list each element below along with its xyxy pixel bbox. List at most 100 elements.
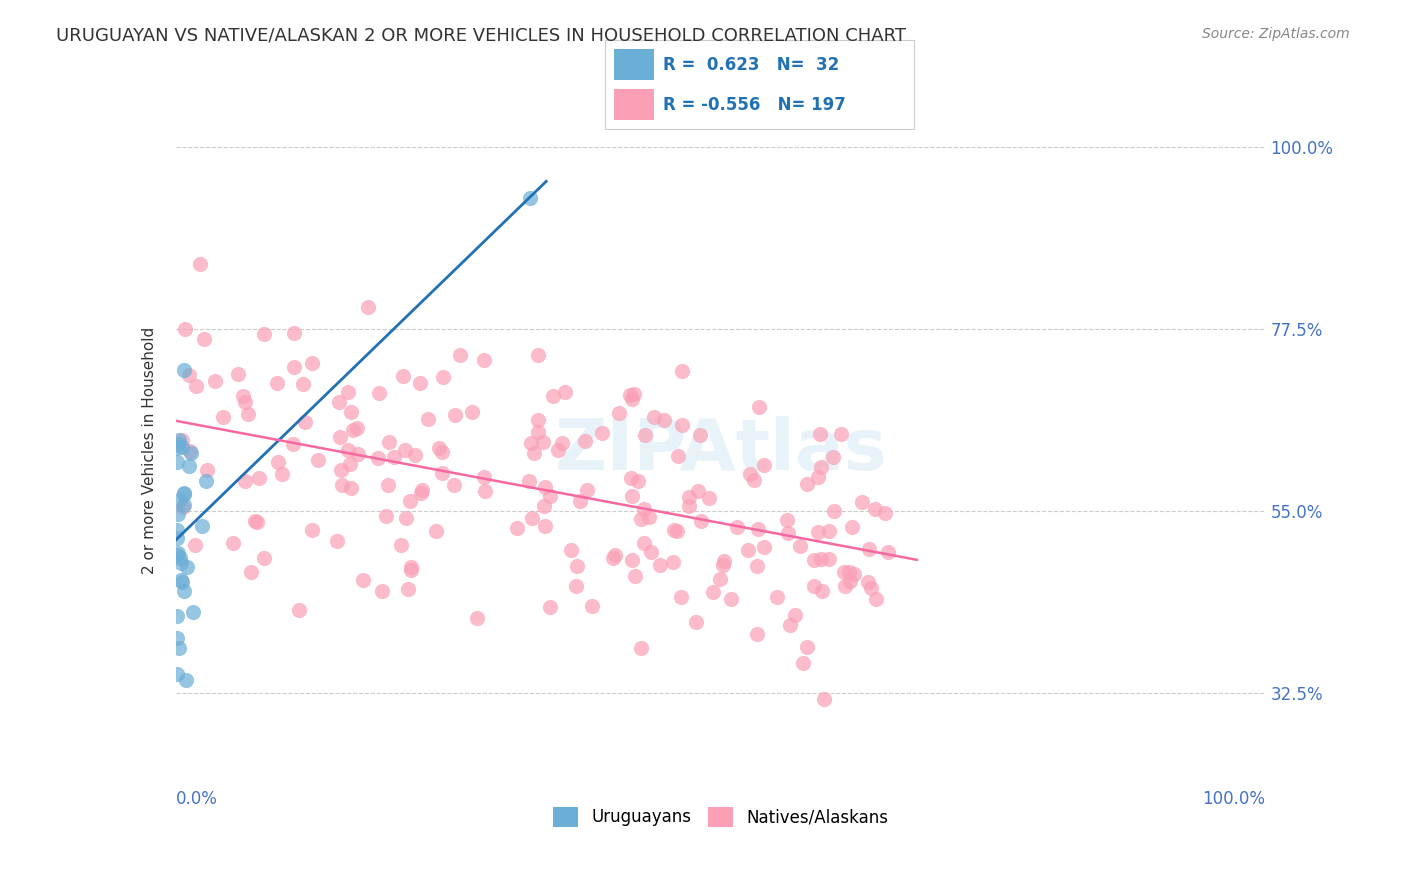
Point: [652, 413, 675, 427]
Point: [783, 608, 806, 623]
Point: [523, 446, 546, 460]
Point: [166, 436, 188, 450]
Point: [817, 552, 839, 566]
Point: [329, 430, 352, 444]
Point: [551, 436, 574, 450]
Point: [399, 559, 422, 574]
Point: [574, 434, 596, 449]
Point: [247, 471, 270, 485]
Point: [863, 502, 886, 516]
Point: [409, 376, 432, 390]
Point: [307, 453, 329, 467]
Point: [173, 487, 195, 501]
Point: [465, 611, 488, 625]
Point: [685, 615, 707, 630]
Point: [830, 427, 852, 442]
Point: [191, 519, 214, 533]
Point: [246, 515, 269, 529]
Point: [575, 483, 598, 498]
Point: [166, 632, 188, 646]
Point: [517, 474, 540, 488]
Point: [371, 583, 394, 598]
Point: [368, 386, 391, 401]
Point: [876, 545, 898, 559]
Point: [389, 538, 412, 552]
FancyBboxPatch shape: [614, 89, 654, 120]
Point: [742, 474, 765, 488]
Point: [399, 564, 422, 578]
Point: [630, 511, 652, 525]
Point: [392, 369, 415, 384]
Point: [328, 395, 350, 409]
Point: [633, 502, 655, 516]
Point: [662, 555, 685, 569]
Point: [239, 565, 262, 579]
Point: [533, 499, 555, 513]
Point: [810, 460, 832, 475]
Point: [671, 364, 693, 378]
Point: [170, 434, 193, 448]
Point: [173, 322, 195, 336]
Point: [662, 523, 685, 537]
Point: [166, 454, 188, 468]
Point: [193, 332, 215, 346]
Point: [212, 410, 235, 425]
Point: [671, 417, 693, 432]
Point: [621, 553, 644, 567]
Point: [166, 548, 188, 562]
Point: [811, 583, 834, 598]
Point: [737, 543, 759, 558]
Point: [643, 409, 665, 424]
FancyBboxPatch shape: [614, 49, 654, 80]
Point: [527, 348, 550, 362]
Point: [842, 567, 865, 582]
Point: [173, 583, 195, 598]
Point: [166, 531, 188, 545]
Point: [810, 552, 832, 566]
Point: [236, 407, 259, 421]
Point: [754, 541, 776, 555]
Point: [340, 481, 363, 495]
Point: [179, 444, 201, 458]
Point: [531, 435, 554, 450]
Point: [709, 572, 731, 586]
Point: [620, 392, 643, 406]
Point: [394, 442, 416, 457]
Point: [357, 301, 380, 315]
Point: [291, 376, 314, 391]
Point: [856, 575, 879, 590]
Point: [195, 475, 218, 489]
Point: [382, 450, 405, 465]
Point: [627, 475, 650, 489]
Point: [803, 552, 825, 566]
Point: [474, 483, 496, 498]
Point: [688, 483, 710, 498]
Point: [330, 463, 353, 477]
Point: [427, 442, 450, 456]
Point: [541, 388, 564, 402]
Point: [859, 581, 882, 595]
Point: [172, 575, 194, 590]
Point: [834, 579, 856, 593]
Point: [170, 573, 193, 587]
Point: [671, 590, 693, 604]
Point: [172, 500, 194, 515]
Point: [339, 457, 361, 471]
Point: [520, 436, 543, 450]
Point: [173, 362, 195, 376]
Point: [810, 427, 832, 442]
Point: [173, 486, 195, 500]
Point: [337, 385, 360, 400]
Text: R =  0.623   N=  32: R = 0.623 N= 32: [664, 55, 839, 74]
Legend: Uruguayans, Natives/Alaskans: Uruguayans, Natives/Alaskans: [547, 800, 894, 834]
Point: [778, 525, 800, 540]
Point: [180, 446, 202, 460]
Point: [170, 556, 193, 570]
Point: [449, 348, 471, 362]
Point: [166, 666, 188, 681]
Y-axis label: 2 or more Vehicles in Household: 2 or more Vehicles in Household: [142, 326, 157, 574]
Point: [603, 548, 626, 562]
Point: [813, 692, 835, 706]
Point: [520, 511, 543, 525]
Point: [560, 543, 582, 558]
